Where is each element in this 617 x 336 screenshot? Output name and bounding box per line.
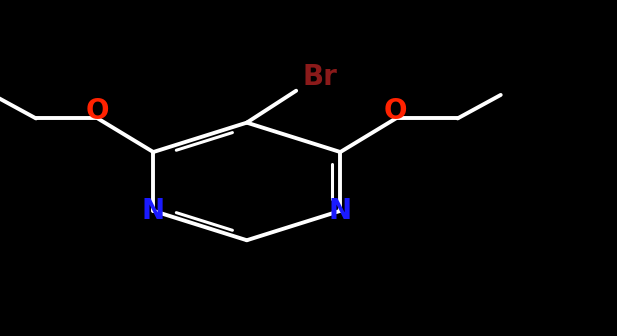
Text: O: O — [86, 97, 109, 125]
Text: O: O — [384, 97, 408, 125]
Text: N: N — [329, 197, 352, 225]
Text: N: N — [142, 197, 165, 225]
Text: Br: Br — [302, 63, 337, 91]
